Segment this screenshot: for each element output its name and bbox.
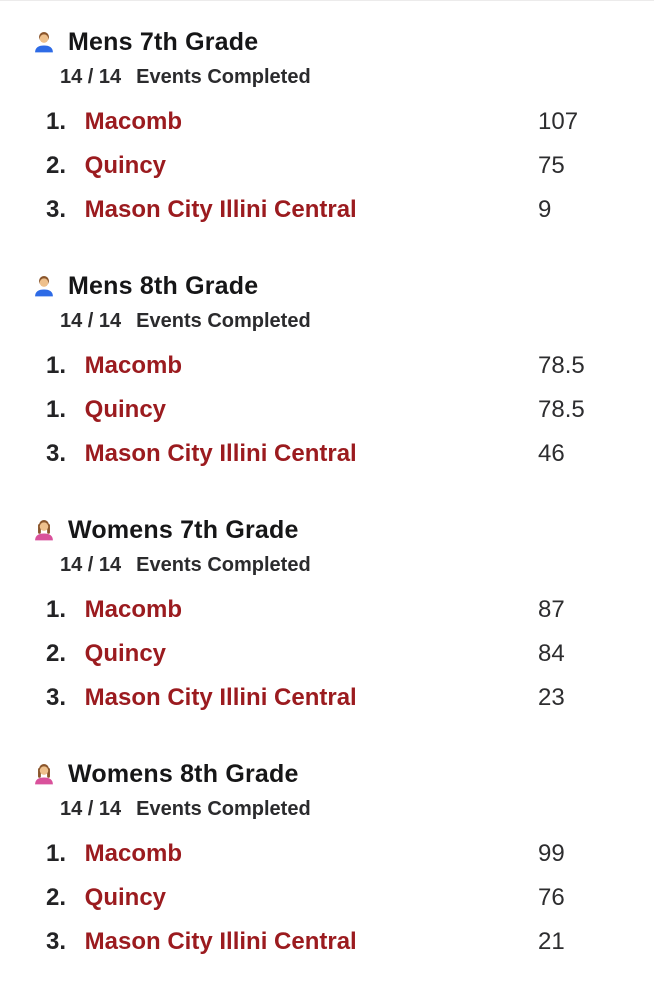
division-header: Womens 7th Grade [0,515,654,545]
rank-label: 1. [46,840,67,867]
team-list: 1. Macomb 107 2. Quincy 75 3. Mason City… [0,109,654,223]
division-section-mens-7th: Mens 7th Grade 14 / 14 Events Completed … [0,27,654,223]
team-row: 3. Mason City Illini Central 21 [0,929,654,955]
division-section-mens-8th: Mens 8th Grade 14 / 14 Events Completed … [0,271,654,467]
team-score: 78.5 [538,352,585,379]
team-list: 1. Macomb 78.5 1. Quincy 78.5 3. Mason C… [0,353,654,467]
team-score: 78.5 [538,396,585,423]
rank-label: 1. [46,396,67,423]
team-score: 99 [538,840,565,867]
team-link[interactable]: Macomb [84,596,183,623]
team-row: 1. Quincy 78.5 [0,397,654,423]
team-row: 3. Mason City Illini Central 23 [0,685,654,711]
team-score: 46 [538,440,565,467]
team-link[interactable]: Mason City Illini Central [84,196,357,223]
team-list: 1. Macomb 87 2. Quincy 84 3. Mason City … [0,597,654,711]
events-label: Events Completed [136,310,311,332]
rank-label: 1. [46,352,67,379]
team-row: 1. Macomb 99 [0,841,654,867]
rank-label: 1. [46,596,67,623]
events-completed-line: 14 / 14 Events Completed [0,309,654,333]
team-link[interactable]: Mason City Illini Central [84,440,357,467]
team-score: 23 [538,684,565,711]
rank-label: 2. [46,640,67,667]
events-label: Events Completed [136,798,311,820]
team-link[interactable]: Macomb [84,352,183,379]
events-count: 14 / 14 [60,310,122,332]
team-link[interactable]: Quincy [84,396,167,423]
team-link[interactable]: Quincy [84,884,167,911]
woman-icon [35,520,53,541]
team-score: 87 [538,596,565,623]
team-row: 1. Macomb 78.5 [0,353,654,379]
team-row: 2. Quincy 84 [0,641,654,667]
rank-label: 2. [46,884,67,911]
team-score: 9 [538,196,552,223]
team-link[interactable]: Quincy [84,152,167,179]
team-list: 1. Macomb 99 2. Quincy 76 3. Mason City … [0,841,654,955]
rank-label: 3. [46,196,67,223]
events-completed-line: 14 / 14 Events Completed [0,65,654,89]
woman-icon [35,764,53,785]
team-row: 2. Quincy 76 [0,885,654,911]
division-header: Mens 7th Grade [0,27,654,57]
rank-label: 1. [46,108,67,135]
team-link[interactable]: Macomb [84,108,183,135]
team-score: 21 [538,928,565,955]
events-completed-line: 14 / 14 Events Completed [0,797,654,821]
team-row: 3. Mason City Illini Central 46 [0,441,654,467]
team-link[interactable]: Mason City Illini Central [84,684,357,711]
rank-label: 3. [46,440,67,467]
events-label: Events Completed [136,66,311,88]
events-count: 14 / 14 [60,66,122,88]
rank-label: 3. [46,928,67,955]
division-title: Womens 8th Grade [68,760,299,788]
division-section-womens-7th: Womens 7th Grade 14 / 14 Events Complete… [0,515,654,711]
team-row: 1. Macomb 87 [0,597,654,623]
team-link[interactable]: Quincy [84,640,167,667]
team-row: 2. Quincy 75 [0,153,654,179]
team-row: 1. Macomb 107 [0,109,654,135]
team-score: 75 [538,152,565,179]
events-count: 14 / 14 [60,554,122,576]
team-row: 3. Mason City Illini Central 9 [0,197,654,223]
team-score: 76 [538,884,565,911]
events-completed-line: 14 / 14 Events Completed [0,553,654,577]
division-title: Womens 7th Grade [68,516,299,544]
team-score: 84 [538,640,565,667]
team-link[interactable]: Mason City Illini Central [84,928,357,955]
events-count: 14 / 14 [60,798,122,820]
division-header: Mens 8th Grade [0,271,654,301]
team-link[interactable]: Macomb [84,840,183,867]
division-header: Womens 8th Grade [0,759,654,789]
events-label: Events Completed [136,554,311,576]
team-score: 107 [538,108,579,135]
division-title: Mens 7th Grade [68,28,259,56]
division-title: Mens 8th Grade [68,272,259,300]
man-icon [35,276,53,297]
standings-page: Mens 7th Grade 14 / 14 Events Completed … [0,1,654,955]
rank-label: 2. [46,152,67,179]
rank-label: 3. [46,684,67,711]
man-icon [35,32,53,53]
division-section-womens-8th: Womens 8th Grade 14 / 14 Events Complete… [0,759,654,955]
